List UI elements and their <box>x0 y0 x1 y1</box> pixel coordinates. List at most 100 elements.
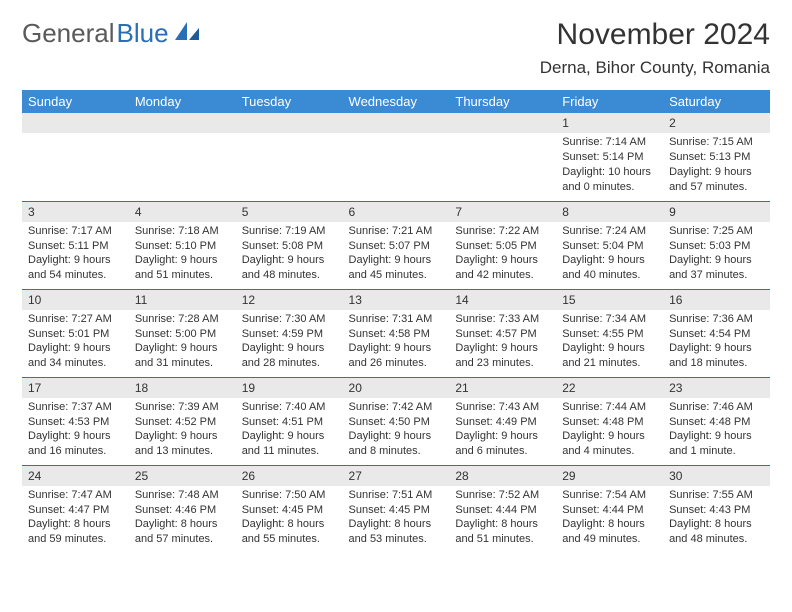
day-number: 24 <box>22 466 129 486</box>
daylight-text: Daylight: 10 hours and 0 minutes. <box>562 165 657 195</box>
daylight-text: Daylight: 9 hours and 8 minutes. <box>349 429 444 459</box>
day-info: Sunrise: 7:28 AMSunset: 5:00 PMDaylight:… <box>129 310 236 375</box>
calendar-day-cell: 27Sunrise: 7:51 AMSunset: 4:45 PMDayligh… <box>343 465 450 553</box>
day-info: Sunrise: 7:37 AMSunset: 4:53 PMDaylight:… <box>22 398 129 463</box>
daylight-text: Daylight: 8 hours and 59 minutes. <box>28 517 123 547</box>
day-number <box>22 113 129 133</box>
sunrise-text: Sunrise: 7:19 AM <box>242 224 337 239</box>
sunrise-text: Sunrise: 7:52 AM <box>455 488 550 503</box>
sunrise-text: Sunrise: 7:27 AM <box>28 312 123 327</box>
day-info: Sunrise: 7:51 AMSunset: 4:45 PMDaylight:… <box>343 486 450 551</box>
weekday-header: Thursday <box>449 90 556 113</box>
calendar-day-cell: 25Sunrise: 7:48 AMSunset: 4:46 PMDayligh… <box>129 465 236 553</box>
day-number: 28 <box>449 466 556 486</box>
day-info: Sunrise: 7:40 AMSunset: 4:51 PMDaylight:… <box>236 398 343 463</box>
sunset-text: Sunset: 4:48 PM <box>669 415 764 430</box>
daylight-text: Daylight: 8 hours and 57 minutes. <box>135 517 230 547</box>
sunset-text: Sunset: 4:44 PM <box>455 503 550 518</box>
sunset-text: Sunset: 4:49 PM <box>455 415 550 430</box>
sunset-text: Sunset: 5:14 PM <box>562 150 657 165</box>
day-number: 27 <box>343 466 450 486</box>
calendar-week-row: 10Sunrise: 7:27 AMSunset: 5:01 PMDayligh… <box>22 289 770 377</box>
sunrise-text: Sunrise: 7:14 AM <box>562 135 657 150</box>
weekday-header: Tuesday <box>236 90 343 113</box>
day-info: Sunrise: 7:17 AMSunset: 5:11 PMDaylight:… <box>22 222 129 287</box>
day-info: Sunrise: 7:43 AMSunset: 4:49 PMDaylight:… <box>449 398 556 463</box>
calendar-day-cell: 26Sunrise: 7:50 AMSunset: 4:45 PMDayligh… <box>236 465 343 553</box>
calendar-day-cell: 16Sunrise: 7:36 AMSunset: 4:54 PMDayligh… <box>663 289 770 377</box>
day-number: 3 <box>22 202 129 222</box>
sunrise-text: Sunrise: 7:55 AM <box>669 488 764 503</box>
day-number: 10 <box>22 290 129 310</box>
day-number: 12 <box>236 290 343 310</box>
sunrise-text: Sunrise: 7:44 AM <box>562 400 657 415</box>
calendar-day-cell: 2Sunrise: 7:15 AMSunset: 5:13 PMDaylight… <box>663 113 770 201</box>
sunrise-text: Sunrise: 7:22 AM <box>455 224 550 239</box>
day-number: 22 <box>556 378 663 398</box>
calendar-day-cell <box>449 113 556 201</box>
sunset-text: Sunset: 4:57 PM <box>455 327 550 342</box>
day-number: 8 <box>556 202 663 222</box>
day-number: 2 <box>663 113 770 133</box>
day-number <box>129 113 236 133</box>
calendar-day-cell: 14Sunrise: 7:33 AMSunset: 4:57 PMDayligh… <box>449 289 556 377</box>
day-info: Sunrise: 7:36 AMSunset: 4:54 PMDaylight:… <box>663 310 770 375</box>
daylight-text: Daylight: 9 hours and 34 minutes. <box>28 341 123 371</box>
day-info: Sunrise: 7:44 AMSunset: 4:48 PMDaylight:… <box>556 398 663 463</box>
day-number: 5 <box>236 202 343 222</box>
sunset-text: Sunset: 4:50 PM <box>349 415 444 430</box>
sunset-text: Sunset: 4:43 PM <box>669 503 764 518</box>
sunrise-text: Sunrise: 7:51 AM <box>349 488 444 503</box>
calendar-day-cell: 11Sunrise: 7:28 AMSunset: 5:00 PMDayligh… <box>129 289 236 377</box>
day-number: 4 <box>129 202 236 222</box>
calendar-day-cell: 1 Sunrise: 7:14 AMSunset: 5:14 PMDaylight… <box>556 113 663 201</box>
day-info: Sunrise: 7:46 AMSunset: 4:48 PMDaylight:… <box>663 398 770 463</box>
calendar-day-cell <box>22 113 129 201</box>
day-info: Sunrise: 7:22 AMSunset: 5:05 PMDaylight:… <box>449 222 556 287</box>
calendar-day-cell: 3Sunrise: 7:17 AMSunset: 5:11 PMDaylight… <box>22 201 129 289</box>
calendar-day-cell: 12 Sunrise: 7:30 AMSunset: 4:59 PMDayligh… <box>236 289 343 377</box>
logo-text-general: General <box>22 18 115 49</box>
sunset-text: Sunset: 4:46 PM <box>135 503 230 518</box>
day-info: Sunrise: 7:34 AMSunset: 4:55 PMDaylight:… <box>556 310 663 375</box>
sunrise-text: Sunrise: 7:34 AM <box>562 312 657 327</box>
sunset-text: Sunset: 4:45 PM <box>242 503 337 518</box>
day-number <box>236 113 343 133</box>
sunrise-text: Sunrise: 7:24 AM <box>562 224 657 239</box>
day-number: 23 <box>663 378 770 398</box>
sunset-text: Sunset: 4:45 PM <box>349 503 444 518</box>
location: Derna, Bihor County, Romania <box>540 58 770 78</box>
sunrise-text: Sunrise: 7:37 AM <box>28 400 123 415</box>
day-info: Sunrise: 7:33 AMSunset: 4:57 PMDaylight:… <box>449 310 556 375</box>
day-number: 15 <box>556 290 663 310</box>
daylight-text: Daylight: 8 hours and 51 minutes. <box>455 517 550 547</box>
daylight-text: Daylight: 9 hours and 48 minutes. <box>242 253 337 283</box>
sunset-text: Sunset: 5:11 PM <box>28 239 123 254</box>
sunset-text: Sunset: 4:59 PM <box>242 327 337 342</box>
sunrise-text: Sunrise: 7:28 AM <box>135 312 230 327</box>
sunrise-text: Sunrise: 7:30 AM <box>242 312 337 327</box>
sunrise-text: Sunrise: 7:46 AM <box>669 400 764 415</box>
day-info: Sunrise: 7:50 AMSunset: 4:45 PMDaylight:… <box>236 486 343 551</box>
sunset-text: Sunset: 4:52 PM <box>135 415 230 430</box>
day-info: Sunrise: 7:42 AMSunset: 4:50 PMDaylight:… <box>343 398 450 463</box>
sunset-text: Sunset: 4:48 PM <box>562 415 657 430</box>
calendar-week-row: 24Sunrise: 7:47 AMSunset: 4:47 PMDayligh… <box>22 465 770 553</box>
daylight-text: Daylight: 9 hours and 11 minutes. <box>242 429 337 459</box>
day-number: 14 <box>449 290 556 310</box>
day-number: 1 <box>556 113 663 133</box>
calendar-day-cell <box>343 113 450 201</box>
sunrise-text: Sunrise: 7:31 AM <box>349 312 444 327</box>
day-info: Sunrise: 7:31 AMSunset: 4:58 PMDaylight:… <box>343 310 450 375</box>
sunset-text: Sunset: 4:44 PM <box>562 503 657 518</box>
sunset-text: Sunset: 4:51 PM <box>242 415 337 430</box>
day-number: 20 <box>343 378 450 398</box>
daylight-text: Daylight: 9 hours and 28 minutes. <box>242 341 337 371</box>
daylight-text: Daylight: 9 hours and 21 minutes. <box>562 341 657 371</box>
sunset-text: Sunset: 4:53 PM <box>28 415 123 430</box>
sunset-text: Sunset: 4:54 PM <box>669 327 764 342</box>
calendar-day-cell: 7Sunrise: 7:22 AMSunset: 5:05 PMDaylight… <box>449 201 556 289</box>
calendar-day-cell: 17Sunrise: 7:37 AMSunset: 4:53 PMDayligh… <box>22 377 129 465</box>
sunrise-text: Sunrise: 7:33 AM <box>455 312 550 327</box>
day-info: Sunrise: 7:48 AMSunset: 4:46 PMDaylight:… <box>129 486 236 551</box>
